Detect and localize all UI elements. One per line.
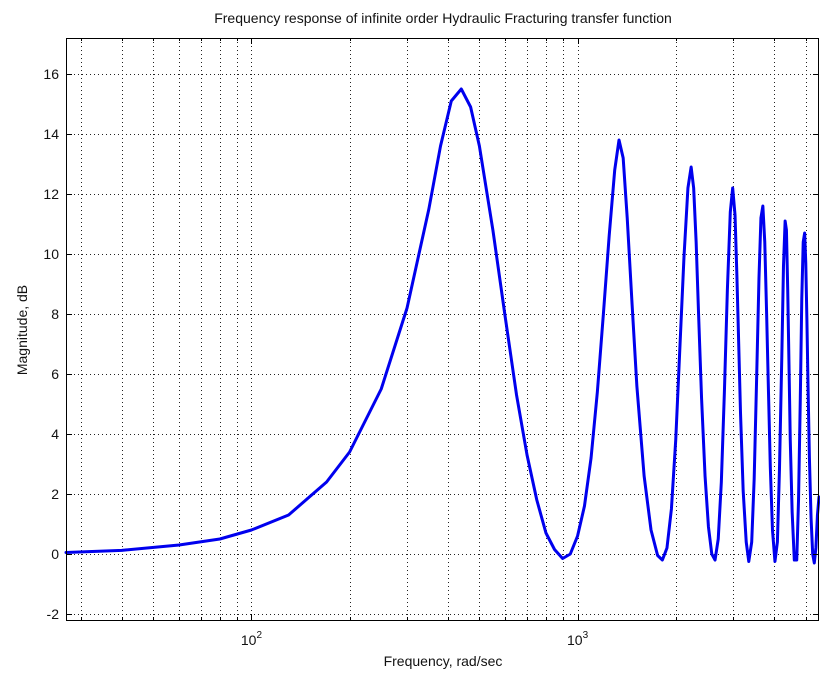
grid-lines	[66, 38, 819, 620]
y-tick-label: 16	[43, 66, 59, 82]
plot-frame	[66, 38, 819, 621]
y-tick-label: 4	[51, 426, 59, 442]
x-axis-title: Frequency, rad/sec	[384, 653, 503, 669]
y-tick-label: 2	[51, 486, 59, 502]
chart-title: Frequency response of infinite order Hyd…	[214, 10, 672, 26]
axes-frame	[66, 38, 819, 621]
y-tick-label: 12	[43, 186, 59, 202]
y-tick-label: -2	[47, 606, 60, 622]
y-axis-title: Magnitude, dB	[14, 285, 30, 375]
y-tick-label: 8	[51, 306, 59, 322]
y-tick-label: 0	[51, 546, 59, 562]
series-layer	[64, 87, 820, 565]
y-tick-label: 14	[43, 126, 59, 142]
y-tick-label: 6	[51, 366, 59, 382]
series-line-0	[64, 87, 820, 565]
x-tick-label: 102	[241, 630, 263, 648]
tick-labels: -2 0 2 4 6 8 10 12 14 16 102 103	[43, 66, 588, 648]
x-tick-label: 103	[567, 630, 589, 648]
y-tick-label: 10	[43, 246, 59, 262]
